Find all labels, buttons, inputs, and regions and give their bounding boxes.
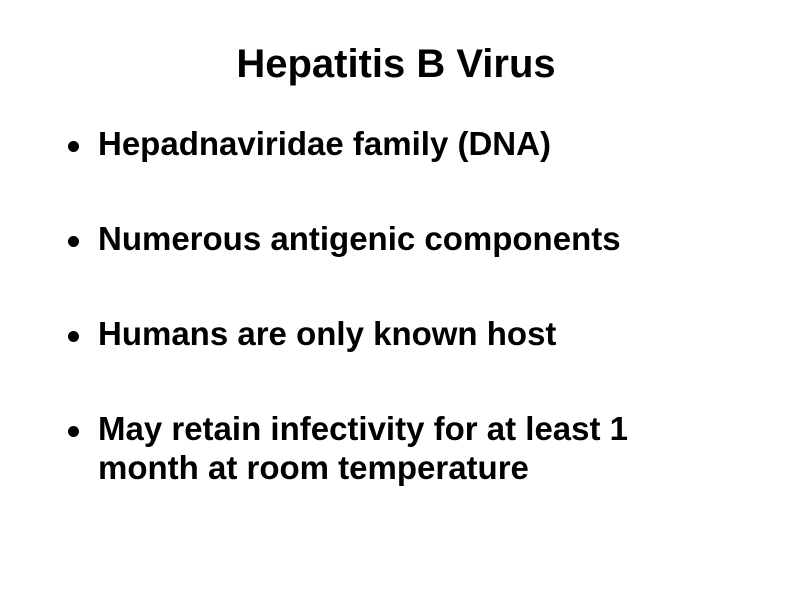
- list-item: Humans are only known host: [68, 315, 728, 354]
- slide: Hepatitis B Virus Hepadnaviridae family …: [0, 0, 792, 612]
- slide-title: Hepatitis B Virus: [104, 42, 688, 87]
- bullet-list: Hepadnaviridae family (DNA) Numerous ant…: [64, 125, 728, 488]
- list-item: Hepadnaviridae family (DNA): [68, 125, 728, 164]
- list-item: Numerous antigenic components: [68, 220, 728, 259]
- list-item: May retain infectivity for at least 1 mo…: [68, 410, 728, 488]
